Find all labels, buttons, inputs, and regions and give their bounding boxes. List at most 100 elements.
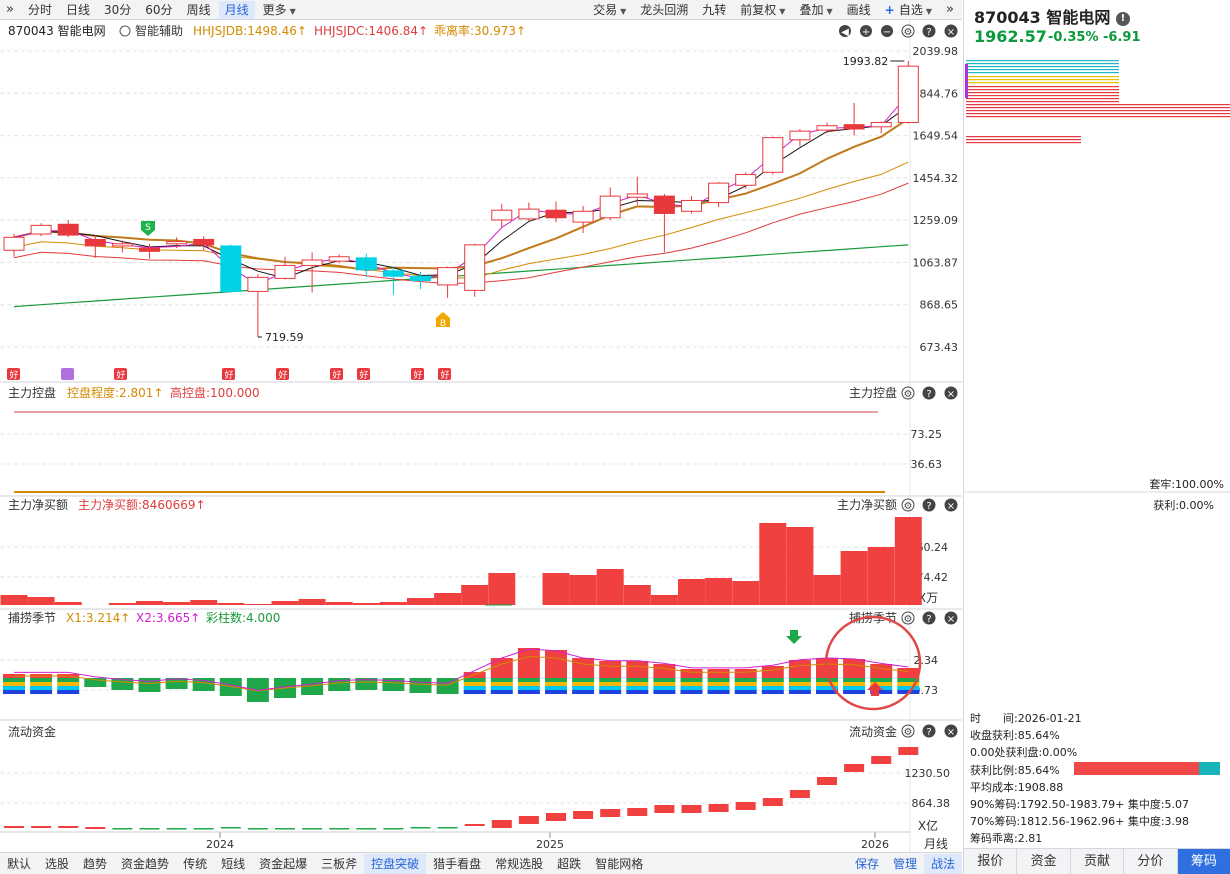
bottom-tab-1[interactable]: 选股 <box>45 856 70 871</box>
candle-body[interactable] <box>735 173 757 186</box>
close-icon[interactable] <box>944 724 958 738</box>
candle-body[interactable] <box>274 264 296 279</box>
close-icon[interactable] <box>944 386 958 400</box>
toolbar-item-4[interactable]: 叠加 ▼ <box>793 1 838 19</box>
candle-body[interactable] <box>382 270 404 277</box>
candle-body[interactable] <box>816 125 838 131</box>
bottom-action-2[interactable]: 战法 <box>923 853 962 874</box>
toolbar-item-0[interactable]: 交易 ▼ <box>587 1 632 19</box>
season-bar-down <box>301 678 324 695</box>
candle-body[interactable] <box>247 276 269 292</box>
sidebar-tab-2[interactable]: 贡献 <box>1071 849 1125 874</box>
period-tab-0[interactable]: 分时 <box>27 2 52 17</box>
chevron-down-icon[interactable] <box>119 25 131 37</box>
candle-body[interactable] <box>437 267 459 286</box>
help-icon[interactable] <box>922 386 936 400</box>
close-icon[interactable] <box>944 24 958 38</box>
candle-body[interactable] <box>301 259 323 266</box>
flow-bar <box>491 820 512 828</box>
bottom-tab-10[interactable]: 常规选股 <box>495 856 544 871</box>
bottom-tab-12[interactable]: 智能网格 <box>595 856 644 871</box>
candle-body[interactable] <box>870 121 892 128</box>
gear-icon[interactable] <box>901 498 915 512</box>
candle-body[interactable] <box>762 137 784 173</box>
bottom-tab-4[interactable]: 传统 <box>183 856 208 871</box>
candle-body[interactable] <box>708 182 730 204</box>
zoom-out-icon[interactable] <box>881 25 893 37</box>
help-icon[interactable] <box>922 611 936 625</box>
help-icon[interactable] <box>922 724 936 738</box>
candle-body[interactable] <box>139 247 160 252</box>
sidebar-tab-4[interactable]: 筹码 <box>1177 849 1230 874</box>
bottom-tab-5[interactable]: 短线 <box>221 856 246 871</box>
bottom-tab-7[interactable]: 三板斧 <box>321 856 358 871</box>
candle-body[interactable] <box>84 238 106 247</box>
bottom-tab-0[interactable]: 默认 <box>7 856 32 871</box>
season-color-strip <box>680 678 703 682</box>
period-tab-5[interactable]: 月线 <box>218 0 255 19</box>
candle-body[interactable] <box>57 223 79 236</box>
candle-body[interactable] <box>410 275 431 282</box>
candle-body[interactable] <box>193 238 215 246</box>
candle-body[interactable] <box>464 244 486 291</box>
left-arrow-icon[interactable] <box>839 25 851 37</box>
help-icon[interactable] <box>922 24 936 38</box>
bottom-tab-2[interactable]: 趋势 <box>83 856 108 871</box>
toolbar-item-3[interactable]: 前复权 ▼ <box>734 1 791 19</box>
sidebar-tab-3[interactable]: 分价 <box>1124 849 1178 874</box>
candle-body[interactable] <box>897 65 919 123</box>
season-color-strip <box>788 678 811 682</box>
indicator-bias: 乖离率:30.973↑ <box>434 23 526 38</box>
gear-icon[interactable] <box>901 386 915 400</box>
candle-body[interactable] <box>626 193 648 198</box>
close-icon[interactable] <box>944 611 958 625</box>
candle-body[interactable] <box>220 245 242 292</box>
candle-body[interactable] <box>3 236 25 251</box>
period-tab-1[interactable]: 日线 <box>65 2 90 17</box>
candle-body[interactable] <box>653 195 675 214</box>
candle-body[interactable] <box>681 199 702 212</box>
toolbar-item-5[interactable]: 画线 <box>841 1 877 19</box>
gear-icon[interactable] <box>901 724 915 738</box>
help-icon[interactable] <box>922 498 936 512</box>
candle-body[interactable] <box>111 243 133 247</box>
info-icon[interactable]: ! <box>1115 12 1130 26</box>
bottom-action-0[interactable]: 保存 <box>854 856 879 871</box>
chip-bar-red <box>966 139 1081 141</box>
candle-body[interactable] <box>328 256 350 262</box>
netbuy-bar <box>894 517 922 605</box>
toolbar-expand-icon[interactable]: » <box>6 1 14 17</box>
candle-body[interactable] <box>491 209 513 221</box>
more-button[interactable]: 更多 ▼ <box>257 1 302 19</box>
gear-icon[interactable] <box>901 611 915 625</box>
bottom-tab-8[interactable]: 控盘突破 <box>364 853 427 874</box>
period-tab-3[interactable]: 60分 <box>145 2 173 17</box>
top-toolbar: » 分时 日线 30分 60分 周线 月线 更多 ▼ 交易 ▼ 龙头回溯 九转 前复权 ▼ 叠加 ▼ 画线 +… <box>0 0 962 20</box>
bottom-action-1[interactable]: 管理 <box>892 856 917 871</box>
sidebar-tab-0[interactable]: 报价 <box>964 849 1018 874</box>
candle-body[interactable] <box>545 209 567 219</box>
sidebar-tab-1[interactable]: 资金 <box>1017 849 1071 874</box>
candle-body[interactable] <box>789 130 811 141</box>
bottom-tab-6[interactable]: 资金起爆 <box>259 856 308 871</box>
candle-body[interactable] <box>355 257 377 271</box>
candle-body[interactable] <box>572 210 594 223</box>
gear-icon[interactable] <box>901 24 915 38</box>
zoom-in-icon[interactable] <box>860 25 872 37</box>
candle-body[interactable] <box>166 241 188 245</box>
bottom-tab-3[interactable]: 资金趋势 <box>121 856 170 871</box>
toolbar-item-6[interactable]: + 自选 ▼ <box>879 1 938 19</box>
candle-body[interactable] <box>30 224 52 235</box>
collapse-icon[interactable]: » <box>946 1 954 17</box>
period-tab-4[interactable]: 周线 <box>186 2 211 17</box>
close-icon[interactable] <box>944 498 958 512</box>
candle-body[interactable] <box>599 195 621 219</box>
bottom-tab-9[interactable]: 猎手看盘 <box>433 856 482 871</box>
toolbar-item-1[interactable]: 龙头回溯 <box>634 1 694 19</box>
period-tab-2[interactable]: 30分 <box>104 2 132 17</box>
kline-chart[interactable]: 2039.98 1844.76 1649.54 1454.32 1259.09 1063.… <box>0 20 962 852</box>
candle-body[interactable] <box>843 124 865 130</box>
candle-body[interactable] <box>518 208 540 220</box>
bottom-tab-11[interactable]: 超跌 <box>557 856 582 871</box>
toolbar-item-2[interactable]: 九转 <box>696 1 732 19</box>
